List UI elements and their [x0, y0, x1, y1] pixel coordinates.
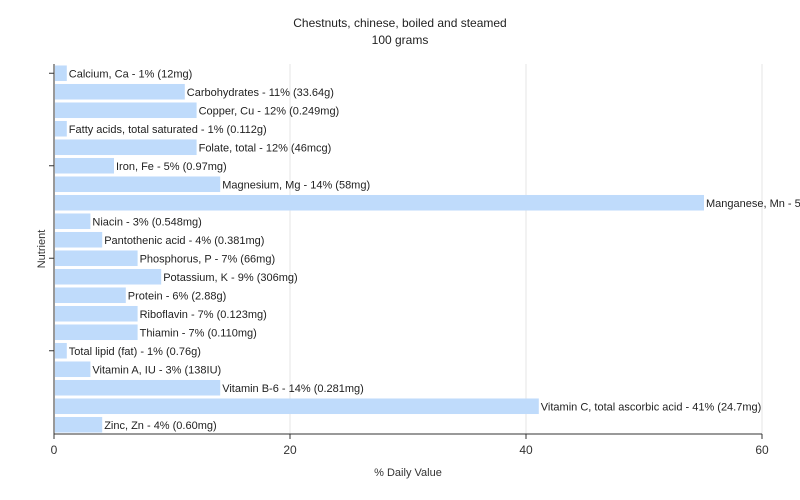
bar-label: Manganese, Mn - 55% (1.097mg) [706, 198, 800, 210]
bar [55, 379, 221, 396]
bar-label: Vitamin C, total ascorbic acid - 41% (24… [541, 401, 762, 413]
bar-label: Vitamin A, IU - 3% (138IU) [92, 364, 221, 376]
axes [49, 64, 762, 435]
bar [55, 305, 138, 322]
chart-title: Chestnuts, chinese, boiled and steamed [293, 16, 506, 30]
x-axis-label: % Daily Value [374, 467, 442, 479]
bar-label: Copper, Cu - 12% (0.249mg) [199, 105, 340, 117]
bar [55, 83, 185, 100]
bar [55, 287, 126, 304]
bar-label: Riboflavin - 7% (0.123mg) [140, 309, 267, 321]
bar [55, 361, 91, 378]
bars: Calcium, Ca - 1% (12mg) Carbohydrates - 1… [55, 65, 800, 433]
bar [55, 139, 197, 156]
bar-label: Potassium, K - 9% (306mg) [163, 272, 298, 284]
bar-label: Total lipid (fat) - 1% (0.76g) [69, 346, 201, 358]
bar-label: Calcium, Ca - 1% (12mg) [69, 68, 192, 80]
bar [55, 65, 67, 82]
grid [289, 64, 763, 434]
bar [55, 268, 162, 285]
y-axis-label: Nutrient [36, 230, 48, 269]
bar-label: Phosphorus, P - 7% (66mg) [140, 253, 276, 265]
x-tick-label: 60 [755, 443, 769, 457]
bar-label: Folate, total - 12% (46mcg) [199, 142, 332, 154]
bar-label: Magnesium, Mg - 14% (58mg) [222, 179, 370, 191]
bar [55, 231, 103, 248]
bar [55, 213, 91, 230]
bar-label: Iron, Fe - 5% (0.97mg) [116, 161, 227, 173]
bar-label: Niacin - 3% (0.548mg) [92, 216, 201, 228]
bar-label: Vitamin B-6 - 14% (0.281mg) [222, 383, 364, 395]
x-ticks: 0 20 40 60 [51, 434, 769, 457]
bar [55, 157, 114, 174]
x-tick-label: 20 [283, 443, 297, 457]
bar-label: Zinc, Zn - 4% (0.60mg) [104, 420, 216, 432]
bar [55, 120, 67, 137]
bar [55, 176, 221, 193]
x-tick-label: 0 [51, 443, 58, 457]
bar-label: Carbohydrates - 11% (33.64g) [187, 87, 334, 99]
chart-subtitle: 100 grams [372, 33, 429, 47]
bar [55, 102, 197, 119]
bar-label: Fatty acids, total saturated - 1% (0.112… [69, 124, 267, 136]
bar [55, 194, 704, 211]
bar [55, 250, 138, 267]
bar-label: Pantothenic acid - 4% (0.381mg) [104, 235, 264, 247]
bar [55, 398, 539, 415]
bar [55, 416, 103, 433]
bar [55, 324, 138, 341]
bar-label: Protein - 6% (2.88g) [128, 290, 226, 302]
x-tick-label: 40 [519, 443, 533, 457]
bar-label: Thiamin - 7% (0.110mg) [140, 327, 257, 339]
bar [55, 342, 67, 359]
